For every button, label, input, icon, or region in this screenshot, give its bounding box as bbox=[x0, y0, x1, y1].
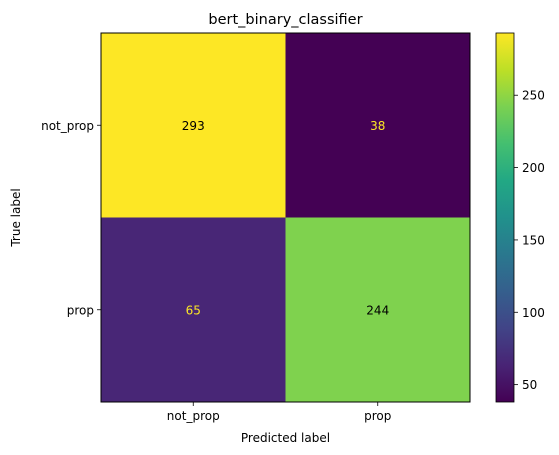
y-tick-label: prop bbox=[67, 303, 94, 317]
heatmap-cell-not_prop-not_prop bbox=[101, 33, 286, 218]
cell-value-label: 65 bbox=[186, 303, 201, 317]
x-axis-ticks: not_prop prop bbox=[167, 402, 391, 423]
colorbar-tick-label: 150 bbox=[522, 233, 545, 247]
cell-value-label: 38 bbox=[370, 119, 385, 133]
colorbar bbox=[495, 32, 515, 403]
x-tick-label: prop bbox=[364, 409, 391, 423]
cell-value-label: 293 bbox=[182, 119, 205, 133]
heatmap-cell-labels: 293 38 65 244 bbox=[182, 119, 389, 318]
heatmap-cells bbox=[101, 33, 470, 402]
colorbar-ticks: 50 100 150 200 250 bbox=[514, 89, 545, 392]
plot-frame bbox=[100, 32, 471, 403]
chart-title: bert_binary_classifier bbox=[208, 12, 362, 28]
x-tick-label: not_prop bbox=[167, 409, 220, 423]
colorbar-tick-label: 50 bbox=[522, 378, 537, 392]
y-tick-label: not_prop bbox=[41, 119, 94, 133]
heatmap-cell-not_prop-prop bbox=[285, 33, 470, 218]
colorbar-tick-label: 100 bbox=[522, 306, 545, 320]
heatmap-cell-prop-prop bbox=[285, 217, 470, 402]
heatmap-cell-prop-not_prop bbox=[101, 217, 286, 402]
colorbar-tick-label: 250 bbox=[522, 89, 545, 103]
colorbar-tick-label: 200 bbox=[522, 161, 545, 175]
y-axis-label: True label bbox=[9, 188, 23, 247]
x-axis-label: Predicted label bbox=[241, 431, 330, 445]
cell-value-label: 244 bbox=[366, 303, 389, 317]
